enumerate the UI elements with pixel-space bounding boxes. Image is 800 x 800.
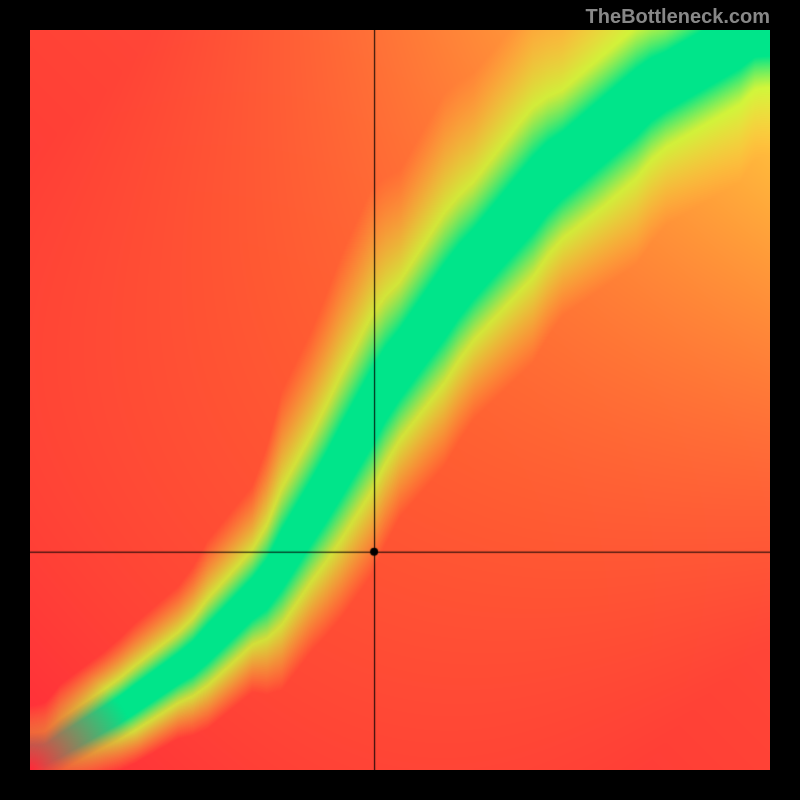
plot-area [30, 30, 770, 770]
heatmap-canvas [30, 30, 770, 770]
chart-container: TheBottleneck.com [0, 0, 800, 800]
watermark-text: TheBottleneck.com [586, 6, 770, 29]
